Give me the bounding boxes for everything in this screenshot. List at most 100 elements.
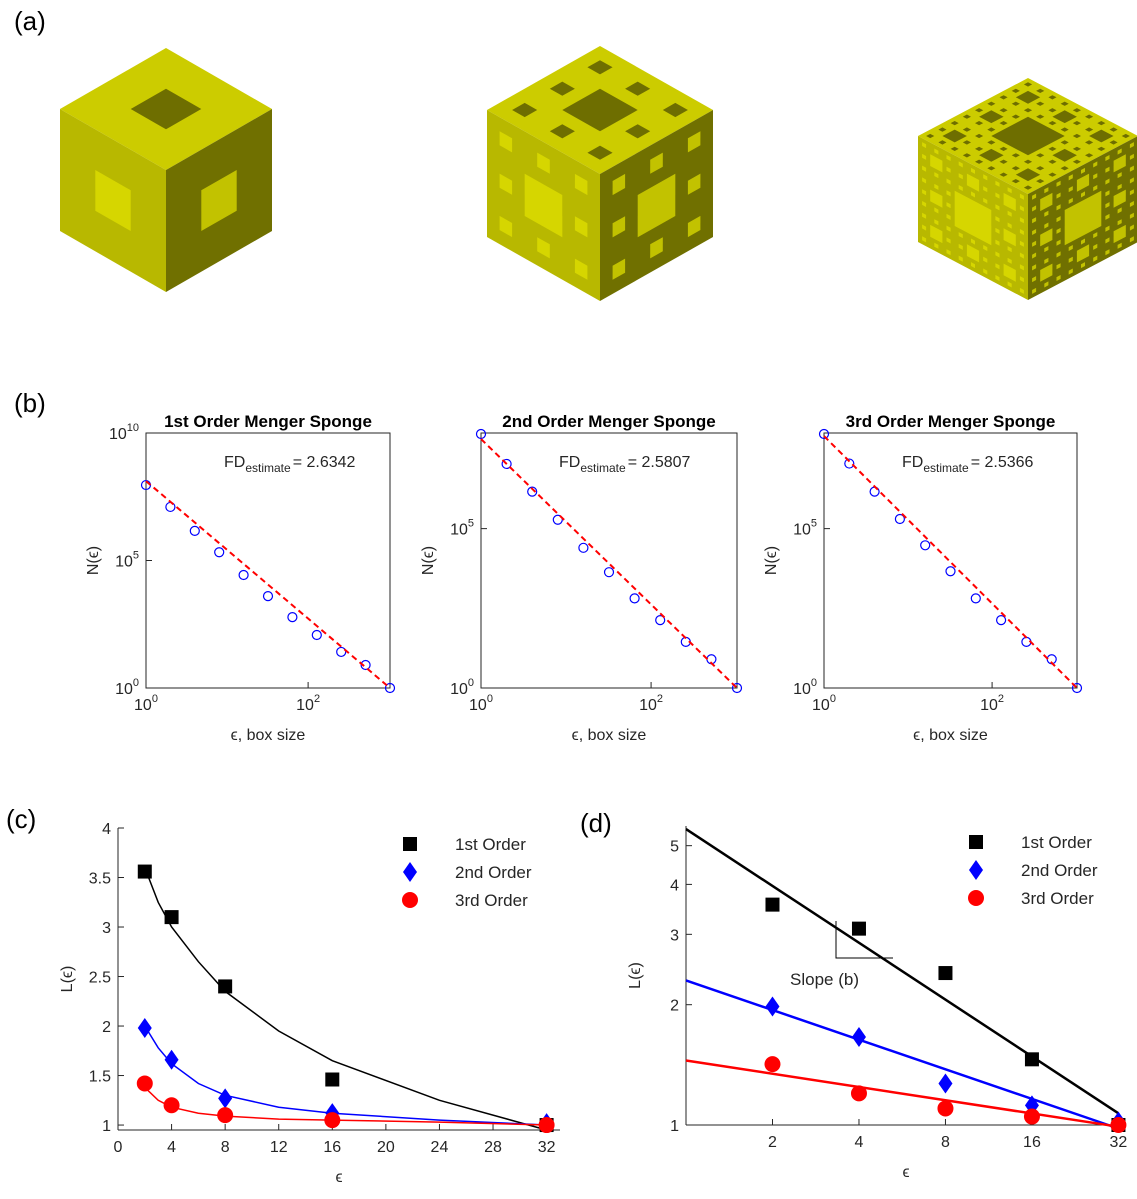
- x-tick-label: 32: [538, 1139, 556, 1156]
- point: [190, 526, 199, 535]
- panel-label: (b): [14, 388, 46, 418]
- x-axis-label: ϵ, box size: [231, 727, 306, 744]
- y-axis-label: L(ϵ): [59, 966, 76, 993]
- point: [337, 647, 346, 656]
- point: [851, 1085, 867, 1101]
- x-tick-label: 20: [377, 1139, 395, 1156]
- point: [971, 594, 980, 603]
- point: [137, 1075, 153, 1091]
- fit-line: [145, 1026, 547, 1125]
- point: [239, 571, 248, 580]
- y-tick-label: 105: [115, 550, 139, 571]
- point: [765, 898, 779, 912]
- point: [921, 541, 930, 550]
- x-tick-label: 8: [941, 1134, 950, 1151]
- point: [605, 568, 614, 577]
- y-tick-label: 1: [102, 1118, 111, 1135]
- point: [764, 1056, 780, 1072]
- point: [938, 966, 952, 980]
- y-axis-label: L(ϵ): [627, 962, 644, 989]
- y-tick-label: 3: [670, 927, 679, 944]
- fd-value: = 2.6342: [293, 454, 356, 471]
- chart-title: 3rd Order Menger Sponge: [846, 412, 1056, 431]
- x-axis-label: ϵ, box size: [572, 727, 647, 744]
- point: [937, 1100, 953, 1116]
- fd-base: FD: [224, 454, 245, 471]
- legend-label: 3rd Order: [1021, 889, 1094, 908]
- y-tick-label: 1.5: [89, 1069, 111, 1086]
- x-tick-label: 0: [114, 1139, 123, 1156]
- point: [539, 1117, 555, 1133]
- point: [264, 592, 273, 601]
- y-tick-label: 105: [793, 518, 817, 539]
- legend-marker: [969, 860, 983, 880]
- y-tick-label: 4: [102, 821, 111, 838]
- fit-line: [686, 980, 1118, 1128]
- x-tick-label: 4: [167, 1139, 176, 1156]
- legend-marker: [402, 892, 418, 908]
- fd-value: = 2.5366: [971, 454, 1034, 471]
- point: [765, 996, 779, 1016]
- y-tick-label: 100: [115, 677, 139, 698]
- x-tick-label: 102: [639, 693, 663, 714]
- y-tick-label: 2.5: [89, 970, 111, 987]
- point: [579, 543, 588, 552]
- legend-label: 3rd Order: [455, 891, 528, 910]
- x-tick-label: 102: [296, 693, 320, 714]
- fit-line: [481, 439, 737, 688]
- point: [938, 1074, 952, 1094]
- legend-label: 1st Order: [455, 835, 526, 854]
- legend-label: 1st Order: [1021, 833, 1092, 852]
- cube-renderings: [60, 46, 1137, 301]
- fd-annotation: FDestimate= 2.6342: [224, 454, 356, 475]
- point: [1025, 1052, 1039, 1066]
- y-tick-label: 3.5: [89, 871, 111, 888]
- point: [1024, 1109, 1040, 1125]
- y-tick-label: 2: [670, 998, 679, 1015]
- y-tick-label: 1010: [109, 422, 139, 443]
- legend-marker: [968, 890, 984, 906]
- legend-label: 2nd Order: [1021, 861, 1098, 880]
- point: [138, 865, 152, 879]
- point: [1110, 1117, 1126, 1133]
- figure: (a) (b) (c) (d) Slope (b) 10010210010510…: [0, 0, 1137, 1199]
- point: [312, 630, 321, 639]
- x-axis-label: ϵ: [335, 1169, 342, 1186]
- point: [325, 1073, 339, 1087]
- legend-label: 2nd Order: [455, 863, 532, 882]
- y-axis-label: N(ϵ): [420, 546, 437, 575]
- fit-line: [145, 1087, 547, 1125]
- y-axis-label: N(ϵ): [763, 546, 780, 575]
- x-tick-label: 100: [134, 693, 158, 714]
- legend-marker: [403, 862, 417, 882]
- x-tick-label: 102: [980, 693, 1004, 714]
- chart-title: 2nd Order Menger Sponge: [502, 412, 715, 431]
- x-tick-label: 100: [812, 693, 836, 714]
- point: [852, 922, 866, 936]
- x-tick-label: 32: [1110, 1134, 1128, 1151]
- panel-label: (c): [6, 804, 36, 834]
- x-tick-label: 100: [469, 693, 493, 714]
- fd-base: FD: [559, 454, 580, 471]
- y-tick-label: 2: [102, 1019, 111, 1036]
- y-tick-label: 1: [670, 1118, 679, 1135]
- point: [946, 567, 955, 576]
- x-tick-label: 4: [855, 1134, 864, 1151]
- legend-marker: [969, 835, 983, 849]
- fd-annotation: FDestimate= 2.5366: [902, 454, 1034, 475]
- point: [217, 1107, 233, 1123]
- point: [215, 548, 224, 557]
- fd-value: = 2.5807: [628, 454, 691, 471]
- fd-subscript: estimate: [923, 461, 969, 475]
- point: [324, 1112, 340, 1128]
- y-tick-label: 100: [450, 677, 474, 698]
- panel-label: (d): [580, 808, 612, 838]
- legend-marker: [403, 837, 417, 851]
- fd-base: FD: [902, 454, 923, 471]
- y-tick-label: 4: [670, 877, 679, 894]
- chart-title: 1st Order Menger Sponge: [164, 412, 372, 431]
- x-tick-label: 16: [1023, 1134, 1041, 1151]
- point: [218, 1088, 232, 1108]
- fd-subscript: estimate: [580, 461, 626, 475]
- x-axis-label: ϵ, box size: [913, 727, 988, 744]
